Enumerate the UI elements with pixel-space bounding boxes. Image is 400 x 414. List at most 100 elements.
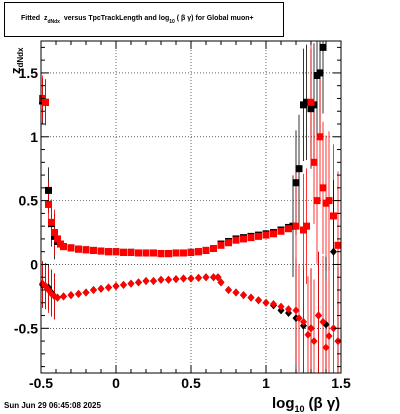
marker-diamond-s3-p34 — [262, 298, 270, 307]
x-tick-label-3: 1 — [262, 375, 270, 391]
marker-square-s1-p13 — [105, 248, 112, 256]
x-tick-label-1: 0 — [112, 375, 120, 391]
marker-diamond-s3-p33 — [255, 296, 262, 305]
marker-diamond-s3-p29 — [225, 286, 232, 294]
x-tick-label-0: -0.5 — [29, 375, 53, 391]
marker-square-s1-p4 — [51, 229, 58, 237]
marker-square-s1-p27 — [210, 245, 217, 252]
marker-square-s1-p19 — [150, 249, 157, 257]
marker-square-s1-p17 — [135, 249, 142, 257]
marker-diamond-s3-p38 — [292, 306, 300, 315]
marker-square-s1-p26 — [202, 246, 210, 254]
marker-square-s1-p15 — [120, 248, 127, 256]
marker-square-s1-p25 — [195, 248, 202, 256]
marker-diamond-s3-p46 — [322, 343, 330, 352]
marker-square-s1-p42 — [310, 158, 318, 166]
chart-title: Fitted zdNdx versus TpcTrackLength and l… — [21, 15, 254, 25]
marker-diamond-s3-p44 — [315, 311, 322, 320]
marker-diamond-s3-p7 — [67, 291, 75, 300]
marker-square-s1-p5 — [54, 235, 61, 243]
marker-square-s1-p32 — [247, 234, 255, 242]
y-tick-label-1: 0 — [30, 256, 38, 272]
marker-square-s1-p41 — [307, 98, 315, 106]
marker-square-s0-p2 — [45, 186, 52, 194]
marker-square-s1-p9 — [75, 245, 82, 253]
marker-square-s1-p22 — [172, 249, 180, 257]
timestamp-footer: Sun Jun 29 06:45:08 2025 — [4, 401, 101, 410]
tick-labels: -0.5 0 0.5 1 1.5 -0.5 0 0.5 1 1.5 — [14, 65, 351, 391]
marker-square-s0-p40 — [295, 165, 303, 173]
x-axis-label-main: log — [272, 395, 295, 412]
marker-square-s1-p18 — [142, 249, 150, 257]
title-paren: ( β γ) — [176, 14, 194, 22]
title-z: z — [43, 14, 48, 22]
marker-diamond-s3-p11 — [97, 284, 105, 293]
marker-diamond-s3-p10 — [90, 286, 97, 294]
marker-square-s1-p16 — [127, 248, 135, 256]
y-axis-label-main: z — [8, 67, 23, 74]
marker-square-s1-p44 — [316, 133, 324, 141]
marker-diamond-s3-p15 — [127, 279, 135, 288]
marker-square-s1-p45 — [319, 184, 327, 192]
marker-square-s1-p48 — [330, 212, 337, 220]
title-prefix: Fitted — [21, 14, 41, 22]
marker-diamond-s3-p47 — [325, 331, 333, 340]
marker-diamond-s3-p40 — [300, 317, 307, 326]
marker-square-s1-p8 — [67, 244, 75, 252]
marker-diamond-s3-p27 — [214, 273, 222, 282]
marker-square-s1-p36 — [277, 227, 285, 235]
marker-diamond-s3-p13 — [112, 282, 120, 291]
marker-diamond-s3-p18 — [150, 277, 157, 286]
marker-diamond-s3-p19 — [157, 275, 165, 284]
marker-diamond-s3-p9 — [82, 288, 90, 297]
marker-diamond-s3-p12 — [105, 283, 112, 292]
marker-square-s1-p30 — [232, 236, 240, 244]
marker-diamond-s3-p31 — [240, 291, 247, 300]
marker-diamond-s2-p43 — [330, 247, 337, 256]
x-tick-label-4: 1.5 — [331, 375, 351, 391]
marker-square-s1-p38 — [292, 222, 300, 230]
y-axis-label: zdNdx — [8, 47, 25, 74]
marker-diamond-s3-p42 — [307, 324, 315, 333]
marker-square-s1-p24 — [187, 248, 195, 256]
marker-square-s1-p40 — [303, 222, 310, 230]
marker-diamond-s3-p28 — [217, 278, 225, 287]
title-log-sub: 10 — [169, 18, 175, 25]
axes — [40, 40, 342, 374]
marker-diamond-s3-p26 — [210, 273, 217, 282]
marker-square-s1-p29 — [225, 239, 232, 247]
marker-square-s0-p47 — [319, 43, 327, 51]
marker-square-s0-p46 — [316, 69, 324, 77]
marker-square-s0-p42 — [303, 98, 310, 106]
marker-square-s1-p10 — [82, 246, 90, 254]
marker-square-s1-p31 — [240, 235, 247, 243]
marker-square-s1-p37 — [285, 225, 292, 233]
marker-square-s1-p21 — [165, 250, 172, 258]
y-tick-label-0: -0.5 — [14, 320, 38, 336]
title-suffix: for Global muon+ — [195, 14, 254, 22]
y-axis-label-sub: dNdx — [16, 47, 25, 68]
marker-square-s0-p39 — [292, 179, 300, 187]
marker-square-s1-p28 — [217, 241, 225, 249]
marker-diamond-s3-p21 — [172, 275, 180, 284]
marker-square-s1-p3 — [48, 218, 55, 226]
marker-square-s1-p14 — [112, 248, 120, 256]
marker-diamond-s3-p39 — [295, 314, 303, 323]
marker-diamond-s3-p24 — [195, 273, 202, 282]
marker-diamond-s3-p23 — [187, 274, 195, 283]
x-axis-label-sub: 10 — [295, 404, 305, 414]
marker-square-s1-p49 — [334, 241, 342, 249]
marker-diamond-s3-p41 — [304, 330, 312, 339]
marker-square-s1-p20 — [157, 250, 165, 258]
marker-diamond-s3-p32 — [247, 293, 255, 302]
marker-diamond-s3-p35 — [270, 300, 277, 309]
marker-diamond-s3-p30 — [232, 288, 240, 297]
marker-diamond-s3-p6 — [60, 292, 67, 301]
marker-square-s1-p39 — [300, 226, 307, 234]
marker-diamond-s3-p36 — [277, 302, 285, 311]
marker-diamond-s3-p20 — [165, 275, 172, 284]
marker-square-s1-p35 — [270, 230, 277, 238]
marker-diamond-s3-p8 — [75, 289, 82, 298]
chart-title-box: Fitted zdNdx versus TpcTrackLength and l… — [4, 2, 284, 37]
